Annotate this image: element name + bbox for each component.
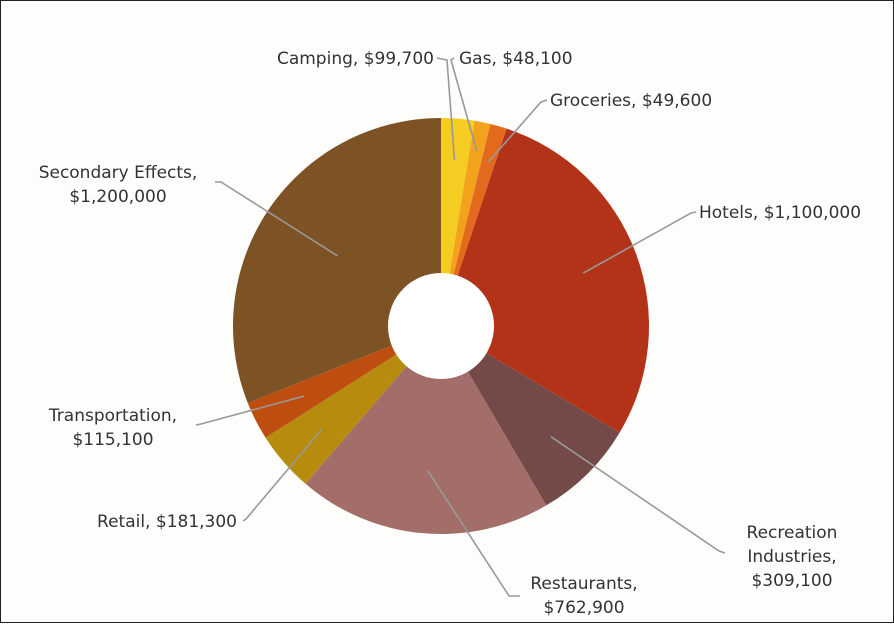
leader-line-gas	[450, 57, 478, 151]
slice-label-line: Secondary Effects,	[39, 163, 198, 183]
leader-line-hotels	[582, 211, 697, 274]
slice-label-recreation-industries: Recreation Industries, $309,100	[747, 523, 838, 591]
slice-label-camping: Camping, $99,700	[277, 49, 434, 69]
slice-label-line: Gas, $48,100	[459, 49, 573, 69]
labels-group: Camping, $99,700 Gas, $48,100 Groceries, $…	[39, 49, 861, 618]
leader-line-restaurants	[427, 470, 520, 597]
slice-label-gas: Gas, $48,100	[459, 49, 573, 69]
slice-label-line: Transportation,	[48, 406, 177, 426]
slice-label-line: Camping, $99,700	[277, 49, 434, 69]
slice-label-line: $1,200,000	[69, 187, 166, 207]
slice-label-restaurants: Restaurants, $762,900	[530, 574, 637, 618]
slice-restaurants	[305, 326, 547, 534]
slice-label-line: Restaurants,	[530, 574, 637, 594]
slice-transportation	[247, 326, 441, 438]
slice-label-retail: Retail, $181,300	[97, 512, 237, 532]
leader-line-groceries	[487, 99, 548, 163]
slice-label-line: $115,100	[72, 430, 153, 450]
slice-label-hotels: Hotels, $1,100,000	[699, 203, 861, 223]
slice-label-line: $762,900	[543, 598, 624, 618]
slice-label-secondary-effects: Secondary Effects, $1,200,000	[39, 163, 198, 207]
leader-lines-group	[195, 57, 726, 597]
leader-line-secondary-effects	[215, 181, 339, 257]
slice-hotels	[441, 128, 650, 433]
leader-line-transportation	[195, 395, 305, 426]
slice-label-line: Groceries, $49,600	[550, 91, 712, 111]
slices-group	[233, 118, 650, 534]
slice-label-line: Industries,	[747, 547, 836, 567]
slice-label-line: Retail, $181,300	[97, 512, 237, 532]
leader-line-recreation-industries	[550, 436, 726, 554]
donut-hole	[388, 273, 494, 379]
slice-label-line: Recreation	[747, 523, 838, 543]
slice-recreation-industries	[441, 326, 620, 506]
slice-label-line: $309,100	[751, 571, 832, 591]
slice-label-line: Hotels, $1,100,000	[699, 203, 861, 223]
slice-groceries	[441, 123, 507, 326]
leader-line-retail	[242, 428, 323, 522]
slice-label-transportation: Transportation, $115,100	[48, 406, 177, 450]
slice-label-groceries: Groceries, $49,600	[550, 91, 712, 111]
leader-line-camping	[436, 57, 456, 161]
